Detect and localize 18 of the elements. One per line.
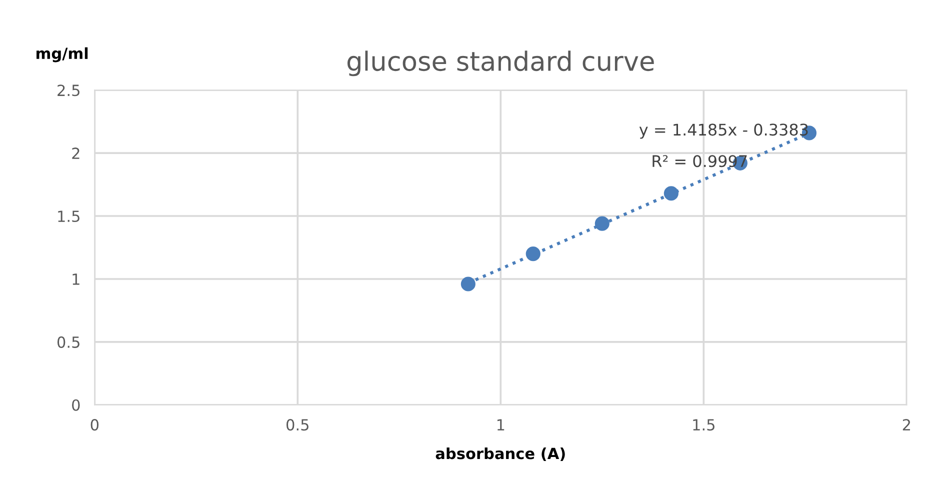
- y-tick-label: 1: [72, 274, 80, 285]
- y-tick-label: 0.5: [57, 336, 80, 348]
- x-tick-label: 1: [497, 419, 504, 430]
- y-tick-label: 0: [72, 399, 80, 411]
- y-axis-title: mg/ml: [36, 47, 88, 62]
- x-axis-title: absorbance (A): [436, 447, 565, 462]
- point: [460, 276, 476, 292]
- y-tick-label: 2.5: [58, 84, 80, 96]
- x-tick-label: 1.5: [693, 419, 714, 431]
- x-tick-label: 0: [90, 419, 98, 431]
- point: [664, 186, 678, 201]
- point: [594, 216, 610, 231]
- y-tick-label: 1.5: [58, 210, 80, 222]
- x-tick-label: 0.5: [286, 419, 308, 431]
- y-tick-label: 2: [72, 148, 80, 159]
- point: [526, 246, 540, 262]
- x-tick-label: 2: [902, 419, 910, 430]
- chart-title: glucose standard curve: [348, 50, 654, 76]
